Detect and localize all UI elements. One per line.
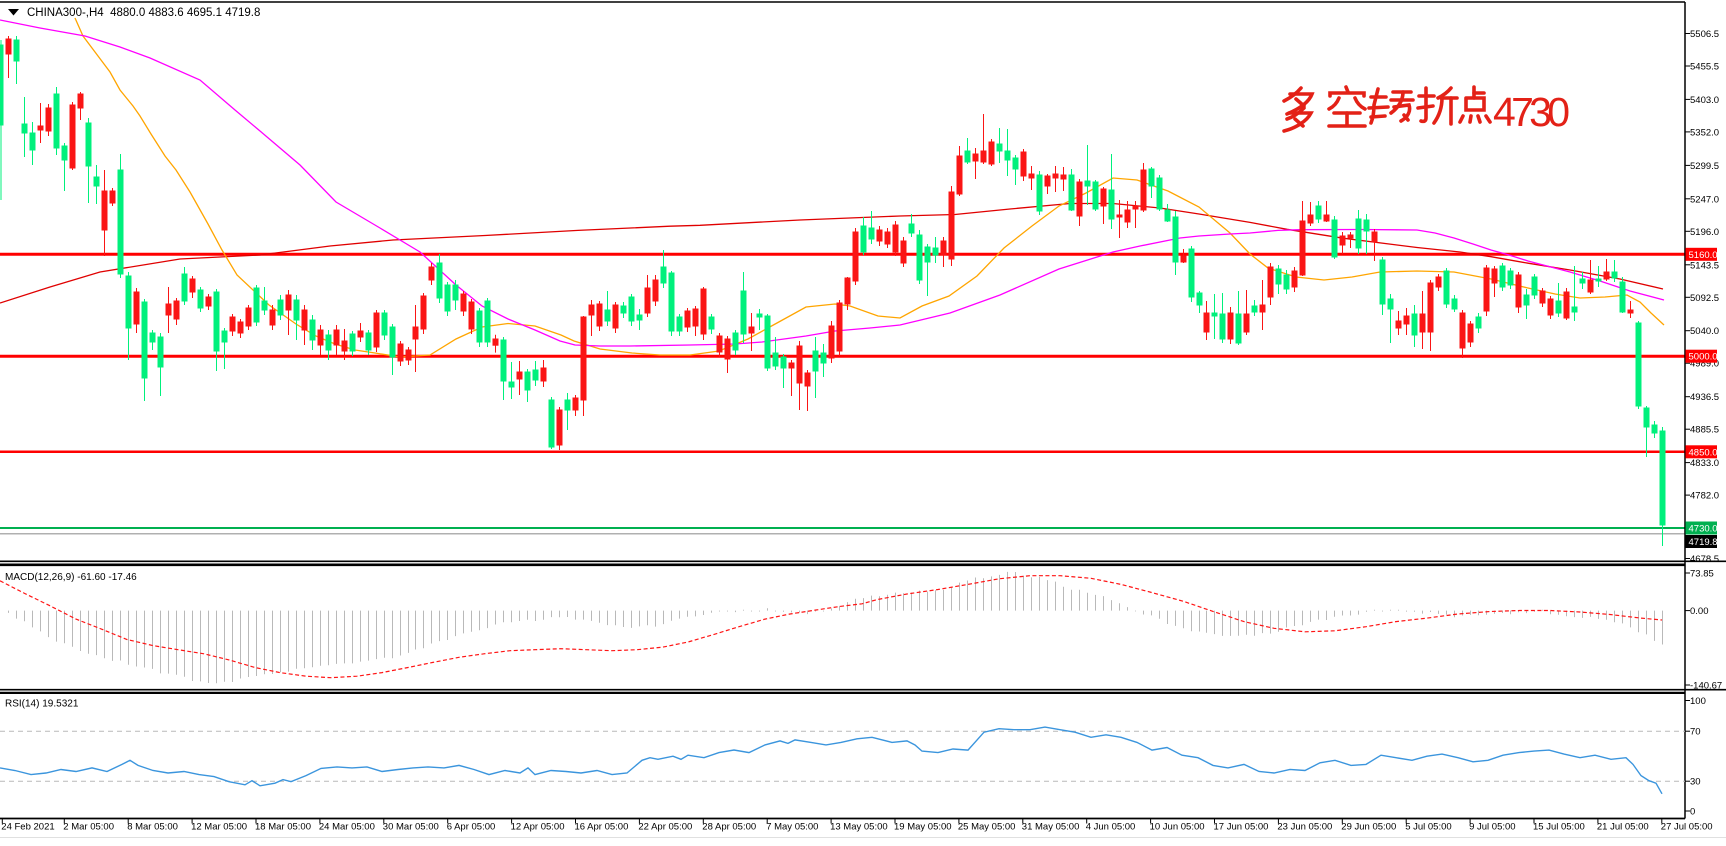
svg-text:31 May 05:00: 31 May 05:00 [1022, 822, 1080, 833]
svg-text:23 Jun 05:00: 23 Jun 05:00 [1277, 822, 1332, 833]
svg-text:13 May 05:00: 13 May 05:00 [830, 822, 888, 833]
svg-text:4936.5: 4936.5 [1690, 392, 1719, 403]
svg-text:18 Mar 05:00: 18 Mar 05:00 [255, 822, 311, 833]
svg-text:2 Mar 05:00: 2 Mar 05:00 [63, 822, 114, 833]
svg-text:12 Mar 05:00: 12 Mar 05:00 [191, 822, 247, 833]
svg-text:4833.0: 4833.0 [1690, 458, 1719, 469]
svg-text:4885.5: 4885.5 [1690, 425, 1719, 436]
svg-text:4730.0: 4730.0 [1689, 524, 1718, 535]
svg-text:5455.5: 5455.5 [1690, 62, 1719, 73]
svg-text:4850.0: 4850.0 [1689, 447, 1718, 458]
svg-text:30: 30 [1690, 777, 1701, 788]
svg-text:70: 70 [1690, 727, 1701, 738]
svg-text:8 Mar 05:00: 8 Mar 05:00 [127, 822, 178, 833]
svg-text:5000.0: 5000.0 [1689, 352, 1718, 363]
svg-text:5506.5: 5506.5 [1690, 29, 1719, 40]
svg-text:27 Jul 05:00: 27 Jul 05:00 [1661, 822, 1713, 833]
svg-text:6 Apr 05:00: 6 Apr 05:00 [447, 822, 496, 833]
svg-text:CHINA300-,H4 4880.0 4883.6 46: CHINA300-,H4 4880.0 4883.6 4695.1 4719.8 [27, 7, 260, 19]
svg-text:12 Apr 05:00: 12 Apr 05:00 [511, 822, 565, 833]
svg-text:30 Mar 05:00: 30 Mar 05:00 [383, 822, 439, 833]
svg-text:4730: 4730 [1493, 89, 1570, 135]
svg-text:28 Apr 05:00: 28 Apr 05:00 [702, 822, 756, 833]
svg-text:7 May 05:00: 7 May 05:00 [766, 822, 818, 833]
svg-text:24 Mar 05:00: 24 Mar 05:00 [319, 822, 375, 833]
svg-text:4989.0: 4989.0 [1690, 359, 1719, 370]
svg-text:10 Jun 05:00: 10 Jun 05:00 [1150, 822, 1205, 833]
svg-text:5403.0: 5403.0 [1690, 95, 1719, 106]
svg-text:0: 0 [1690, 807, 1695, 818]
svg-text:4782.0: 4782.0 [1690, 491, 1719, 502]
svg-text:MACD(12,26,9) -61.60 -17.46: MACD(12,26,9) -61.60 -17.46 [5, 572, 137, 583]
svg-text:17 Jun 05:00: 17 Jun 05:00 [1214, 822, 1269, 833]
svg-text:5352.0: 5352.0 [1690, 127, 1719, 138]
svg-text:73.85: 73.85 [1690, 569, 1714, 580]
svg-text:25 May 05:00: 25 May 05:00 [958, 822, 1016, 833]
svg-text:19 May 05:00: 19 May 05:00 [894, 822, 952, 833]
svg-text:9 Jul 05:00: 9 Jul 05:00 [1469, 822, 1515, 833]
svg-text:5196.0: 5196.0 [1690, 227, 1719, 238]
svg-text:22 Apr 05:00: 22 Apr 05:00 [638, 822, 692, 833]
svg-text:29 Jun 05:00: 29 Jun 05:00 [1341, 822, 1396, 833]
svg-text:5092.5: 5092.5 [1690, 293, 1719, 304]
svg-text:0.00: 0.00 [1690, 606, 1709, 617]
svg-text:24 Feb 2021: 24 Feb 2021 [1, 822, 54, 833]
svg-text:21 Jul 05:00: 21 Jul 05:00 [1597, 822, 1649, 833]
svg-text:5299.5: 5299.5 [1690, 161, 1719, 172]
svg-text:RSI(14) 19.5321: RSI(14) 19.5321 [5, 699, 79, 710]
svg-text:5 Jul 05:00: 5 Jul 05:00 [1405, 822, 1451, 833]
svg-text:5160.0: 5160.0 [1689, 250, 1718, 261]
svg-text:15 Jul 05:00: 15 Jul 05:00 [1533, 822, 1585, 833]
svg-text:4678.5: 4678.5 [1690, 554, 1719, 565]
svg-text:5040.0: 5040.0 [1690, 326, 1719, 337]
svg-text:-140.67: -140.67 [1690, 681, 1722, 692]
svg-text:4 Jun 05:00: 4 Jun 05:00 [1086, 822, 1136, 833]
svg-text:16 Apr 05:00: 16 Apr 05:00 [575, 822, 629, 833]
svg-text:4719.8: 4719.8 [1689, 537, 1718, 548]
svg-text:100: 100 [1690, 696, 1706, 707]
svg-text:5143.5: 5143.5 [1690, 260, 1719, 271]
svg-text:5247.0: 5247.0 [1690, 194, 1719, 205]
